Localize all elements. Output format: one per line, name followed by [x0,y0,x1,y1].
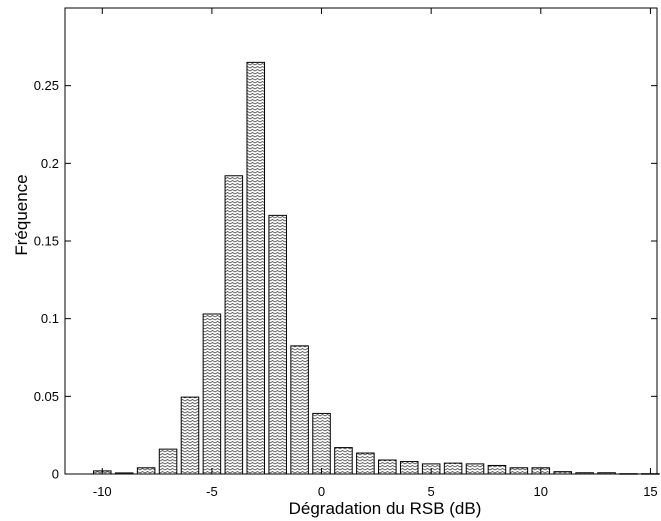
y-tick-label: 0.15 [34,234,59,249]
y-tick-label: 0.1 [41,311,59,326]
y-tick-label: 0.2 [41,156,59,171]
bar [136,467,156,475]
bar [268,214,287,475]
bar [312,412,331,475]
x-tick-label: 5 [428,484,435,499]
bar [356,452,375,475]
bar [224,175,244,475]
bar [509,467,529,475]
x-tick-label: -10 [93,484,112,499]
x-axis-label: Dégradation du RSB (dB) [289,499,482,518]
bar [290,345,309,475]
bar [399,461,419,475]
bar [246,61,266,475]
y-axis-label: Fréquence [12,174,31,255]
y-tick-label: 0 [52,467,59,482]
bar [487,464,507,475]
bar [334,447,353,475]
ticks-group: -10 -5 0 5 10 15 0 0.05 0.1 0.15 0.2 0.25 [34,8,658,499]
x-tick-label: 0 [318,484,325,499]
bar [378,459,397,475]
plot-frame [64,7,658,475]
bar [443,462,463,475]
x-tick-label: 15 [643,484,657,499]
x-tick-label: -5 [206,484,218,499]
bar [180,396,200,475]
bar [202,313,222,475]
y-tick-label: 0.25 [34,78,59,93]
bar [158,448,178,475]
y-tick-label: 0.05 [34,389,59,404]
bar [465,463,485,475]
x-tick-label: 10 [534,484,548,499]
bars-group [93,61,660,475]
